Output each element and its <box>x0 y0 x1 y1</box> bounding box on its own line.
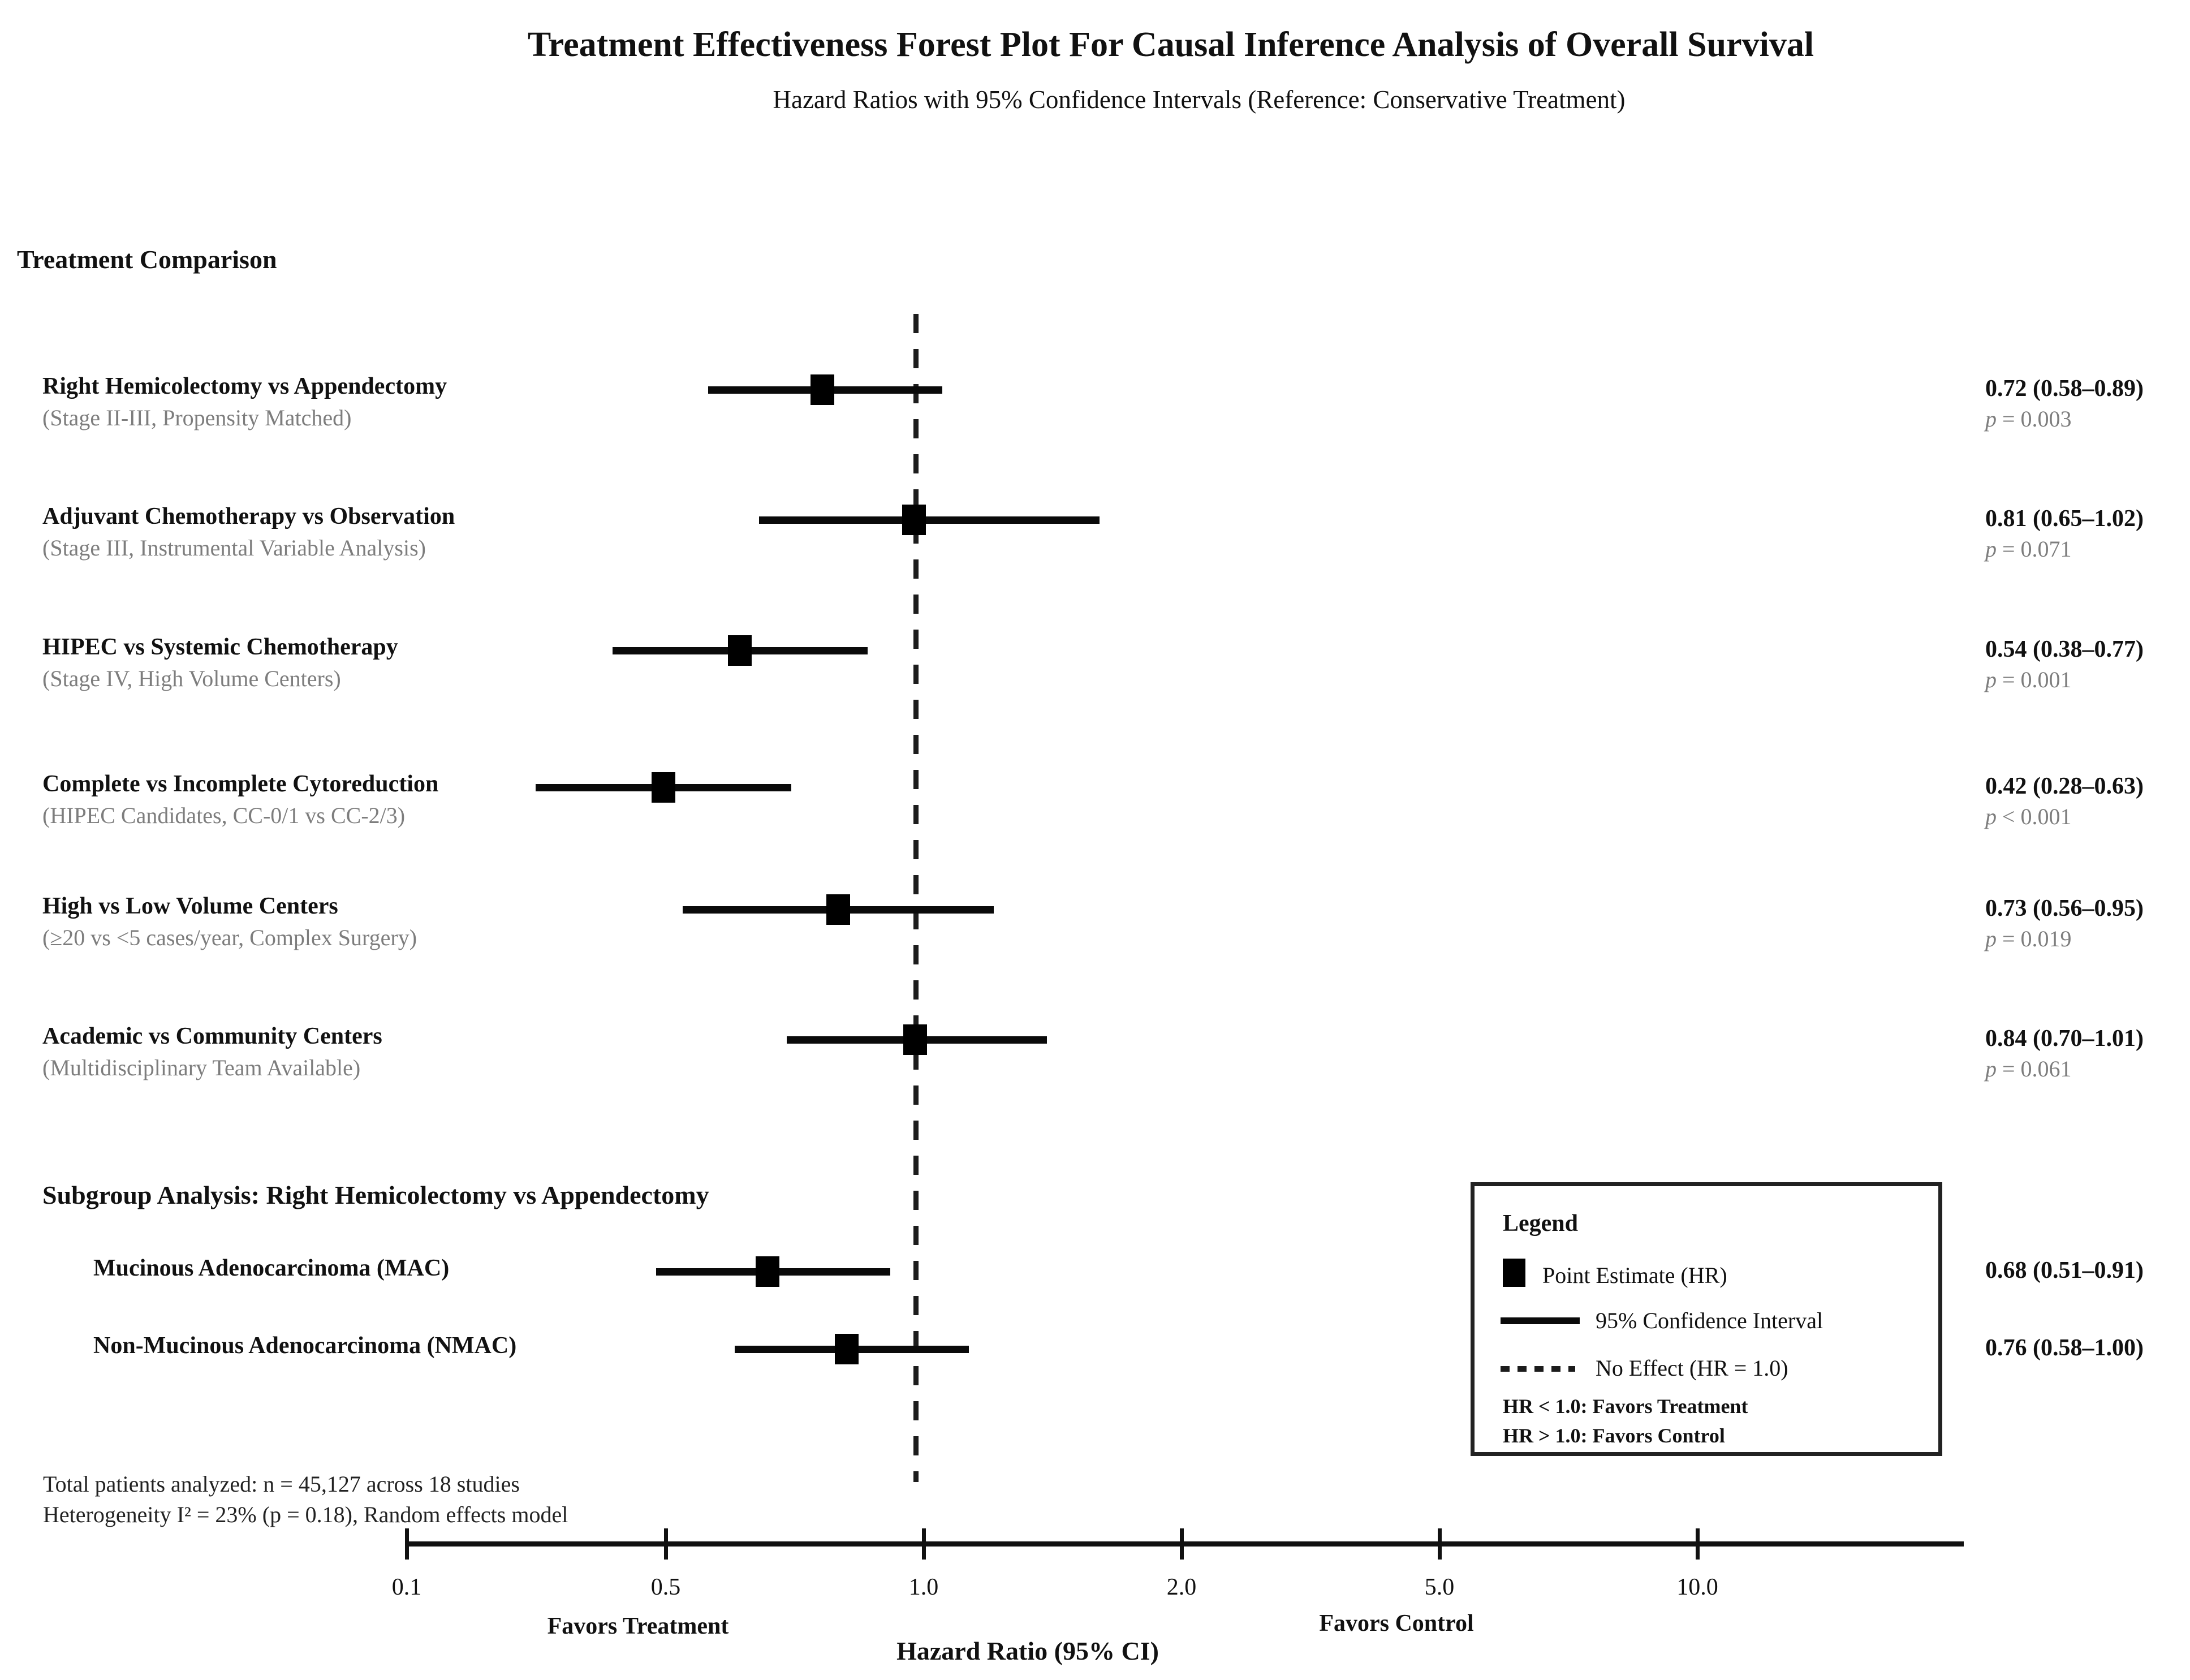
legend-title: Legend <box>1503 1211 1579 1237</box>
legend-item-confidence-interval: 95% Confidence Interval <box>1596 1308 1823 1333</box>
point-estimate-marker <box>903 1024 927 1055</box>
no-effect-reference-line <box>913 314 919 1482</box>
estimate-value: 0.84 (0.70–1.01) <box>1985 1026 2144 1052</box>
p-value: p < 0.001 <box>1985 804 2072 829</box>
row-label: Right Hemicolectomy vs Appendectomy <box>42 373 447 399</box>
row-sublabel: (Stage IV, High Volume Centers) <box>42 666 341 691</box>
axis-label-favors-control: Favors Control <box>1319 1610 1474 1636</box>
axis-tick <box>664 1528 668 1560</box>
axis-tick-label: 5.0 <box>1424 1574 1455 1600</box>
axis-tick-label: 0.1 <box>391 1574 422 1600</box>
chart-subtitle: Hazard Ratios with 95% Confidence Interv… <box>773 85 1626 114</box>
row-label: Mucinous Adenocarcinoma (MAC) <box>93 1255 450 1281</box>
point-estimate-marker <box>756 1256 779 1287</box>
estimate-value: 0.73 (0.56–0.95) <box>1985 895 2144 921</box>
estimate-value: 0.76 (0.58–1.00) <box>1985 1335 2144 1361</box>
point-estimate-marker <box>811 374 834 405</box>
legend-note-hr-less: HR < 1.0: Favors Treatment <box>1503 1395 1748 1418</box>
no-effect-swatch-icon <box>1501 1366 1575 1372</box>
estimate-value: 0.81 (0.65–1.02) <box>1985 506 2144 532</box>
axis-label-favors-treatment: Favors Treatment <box>547 1613 729 1639</box>
axis-tick <box>1180 1528 1184 1560</box>
estimate-value: 0.68 (0.51–0.91) <box>1985 1257 2144 1283</box>
axis-tick <box>1696 1528 1700 1560</box>
axis-tick <box>405 1528 409 1560</box>
row-label: High vs Low Volume Centers <box>42 893 338 919</box>
legend-item-no-effect: No Effect (HR = 1.0) <box>1596 1355 1788 1381</box>
legend-item-point-estimate: Point Estimate (HR) <box>1542 1263 1727 1288</box>
row-sublabel: (≥20 vs <5 cases/year, Complex Surgery) <box>42 925 417 950</box>
estimate-value: 0.42 (0.28–0.63) <box>1985 773 2144 799</box>
row-label: Non-Mucinous Adenocarcinoma (NMAC) <box>93 1333 517 1359</box>
footnote-total-patients: Total patients analyzed: n = 45,127 acro… <box>43 1471 520 1497</box>
row-label: Adjuvant Chemotherapy vs Observation <box>42 503 455 529</box>
x-axis-line <box>407 1541 1964 1547</box>
legend-note-hr-greater: HR > 1.0: Favors Control <box>1503 1424 1725 1447</box>
section-header-subgroup-analysis: Subgroup Analysis: Right Hemicolectomy v… <box>42 1181 709 1209</box>
row-sublabel: (HIPEC Candidates, CC-0/1 vs CC-2/3) <box>42 803 406 828</box>
point-estimate-marker <box>902 505 926 535</box>
p-value: p = 0.003 <box>1985 406 2072 432</box>
section-header-treatment-comparison: Treatment Comparison <box>17 245 277 274</box>
confidence-interval-swatch-icon <box>1501 1317 1580 1324</box>
row-label: Complete vs Incomplete Cytoreduction <box>42 771 439 797</box>
point-estimate-marker <box>835 1334 859 1364</box>
estimate-value: 0.54 (0.38–0.77) <box>1985 636 2144 662</box>
chart-title: Treatment Effectiveness Forest Plot For … <box>527 25 1814 64</box>
row-label: Academic vs Community Centers <box>42 1023 382 1049</box>
row-sublabel: (Stage III, Instrumental Variable Analys… <box>42 535 426 561</box>
axis-tick <box>1438 1528 1442 1560</box>
point-estimate-marker <box>728 635 752 666</box>
point-estimate-marker <box>826 894 850 925</box>
estimate-value: 0.72 (0.58–0.89) <box>1985 376 2144 402</box>
axis-tick-label: 2.0 <box>1166 1574 1197 1600</box>
row-label: HIPEC vs Systemic Chemotherapy <box>42 634 398 660</box>
axis-tick <box>922 1528 926 1560</box>
p-value: p = 0.061 <box>1985 1056 2072 1082</box>
p-value: p = 0.071 <box>1985 536 2072 562</box>
axis-tick-label: 10.0 <box>1676 1574 1718 1600</box>
x-axis-title: Hazard Ratio (95% CI) <box>896 1636 1159 1665</box>
ci-line <box>759 516 1100 524</box>
legend-box: Legend Point Estimate (HR) 95% Confidenc… <box>1471 1182 1942 1456</box>
axis-tick-label: 1.0 <box>908 1574 939 1600</box>
axis-tick-label: 0.5 <box>650 1574 681 1600</box>
row-sublabel: (Stage II-III, Propensity Matched) <box>42 405 352 430</box>
p-value: p = 0.001 <box>1985 667 2072 692</box>
row-sublabel: (Multidisciplinary Team Available) <box>42 1055 361 1080</box>
point-estimate-marker <box>652 772 675 803</box>
point-estimate-swatch-icon <box>1503 1259 1525 1287</box>
footnote-heterogeneity: Heterogeneity I² = 23% (p = 0.18), Rando… <box>43 1502 568 1527</box>
p-value: p = 0.019 <box>1985 926 2072 951</box>
